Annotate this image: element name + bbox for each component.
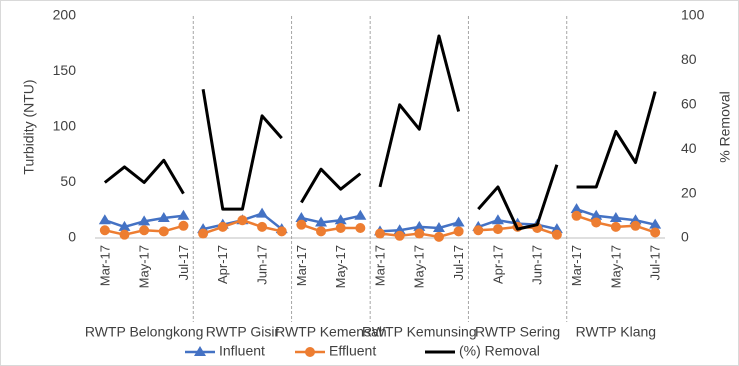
marker: [138, 215, 151, 226]
marker: [335, 223, 346, 234]
marker: [295, 212, 308, 223]
marker: [98, 214, 111, 225]
x-tick-label: May-17: [412, 245, 427, 288]
marker: [394, 230, 405, 241]
group-label: RWTP Klang: [576, 324, 656, 340]
x-tick-label: Mar-17: [569, 245, 584, 286]
marker: [590, 209, 603, 220]
x-tick-label: Mar-17: [372, 245, 387, 286]
marker: [492, 224, 503, 235]
marker: [257, 221, 268, 232]
marker: [217, 221, 228, 232]
x-tick-label: Jun-17: [530, 245, 545, 285]
marker: [177, 209, 190, 220]
marker: [610, 221, 621, 232]
x-tick-label: Apr-17: [215, 245, 230, 284]
marker: [178, 220, 189, 231]
marker: [375, 228, 385, 239]
group-label: RWTP Belongkong: [85, 324, 204, 340]
y2-tick-label: 0: [681, 229, 689, 245]
x-tick-label: Apr-17: [490, 245, 505, 284]
marker: [256, 207, 269, 218]
marker: [355, 223, 366, 234]
series-line: [300, 223, 361, 233]
marker: [99, 225, 110, 236]
y2-tick-label: 100: [681, 7, 705, 23]
marker: [413, 220, 426, 231]
marker: [139, 225, 150, 236]
marker: [591, 217, 602, 228]
marker: [316, 226, 327, 237]
group-label: RWTP Kemunsing: [362, 324, 477, 340]
marker: [315, 216, 328, 227]
x-tick-label: Jun-17: [255, 245, 270, 285]
x-tick-label: Mar-17: [97, 245, 112, 286]
marker: [354, 209, 367, 220]
group-label: RWTP Sering: [475, 324, 560, 340]
marker: [158, 226, 169, 237]
marker: [453, 226, 464, 237]
marker: [118, 220, 131, 231]
marker: [157, 212, 170, 223]
marker: [119, 229, 130, 240]
legend-marker: [194, 346, 206, 356]
series-line: [477, 164, 559, 231]
marker: [551, 229, 562, 240]
x-tick-label: May-17: [608, 245, 623, 288]
x-tick-label: Mar-17: [294, 245, 309, 286]
x-tick-label: Jul-17: [451, 245, 466, 280]
marker: [452, 216, 465, 227]
marker: [491, 214, 504, 225]
marker: [198, 228, 209, 239]
group-label: RWTP Kemensah: [275, 324, 387, 340]
series-line: [301, 214, 361, 224]
series-line: [201, 89, 283, 211]
marker: [570, 203, 583, 214]
marker: [393, 224, 406, 235]
legend-label: (%) Removal: [459, 343, 540, 359]
y-tick-label: 150: [53, 62, 77, 78]
marker: [237, 215, 248, 226]
y2-tick-label: 20: [681, 184, 697, 200]
y-tick-label: 200: [53, 7, 77, 23]
marker: [609, 212, 622, 223]
series-line: [300, 167, 362, 204]
marker: [414, 228, 425, 239]
marker: [550, 223, 563, 234]
series-line: [103, 158, 185, 195]
marker: [334, 214, 347, 225]
group-label: RWTP Gisir: [206, 324, 280, 340]
marker: [276, 226, 287, 237]
x-tick-label: May-17: [137, 245, 152, 288]
y-tick-label: 0: [68, 229, 76, 245]
marker: [296, 219, 307, 230]
series-line: [576, 91, 657, 189]
y2-axis-title: % Removal: [717, 91, 733, 163]
marker: [571, 210, 582, 221]
y-axis-title: Turbidity (NTU): [21, 79, 37, 174]
y2-tick-label: 80: [681, 51, 697, 67]
legend-marker: [305, 347, 315, 357]
x-tick-label: Jul-17: [648, 245, 663, 280]
x-tick-label: Jul-17: [176, 245, 191, 280]
legend-label: Effluent: [329, 343, 376, 359]
y2-tick-label: 40: [681, 140, 697, 156]
series-line: [378, 34, 461, 188]
marker: [473, 225, 484, 236]
x-tick-label: May-17: [333, 245, 348, 288]
marker: [433, 231, 444, 242]
marker: [432, 222, 445, 233]
y-tick-label: 50: [60, 173, 76, 189]
marker: [629, 214, 642, 225]
legend-label: Influent: [219, 343, 265, 359]
y2-tick-label: 60: [681, 96, 697, 112]
marker: [650, 227, 661, 238]
marker: [630, 220, 641, 231]
y-tick-label: 100: [53, 118, 77, 134]
marker: [649, 218, 662, 229]
